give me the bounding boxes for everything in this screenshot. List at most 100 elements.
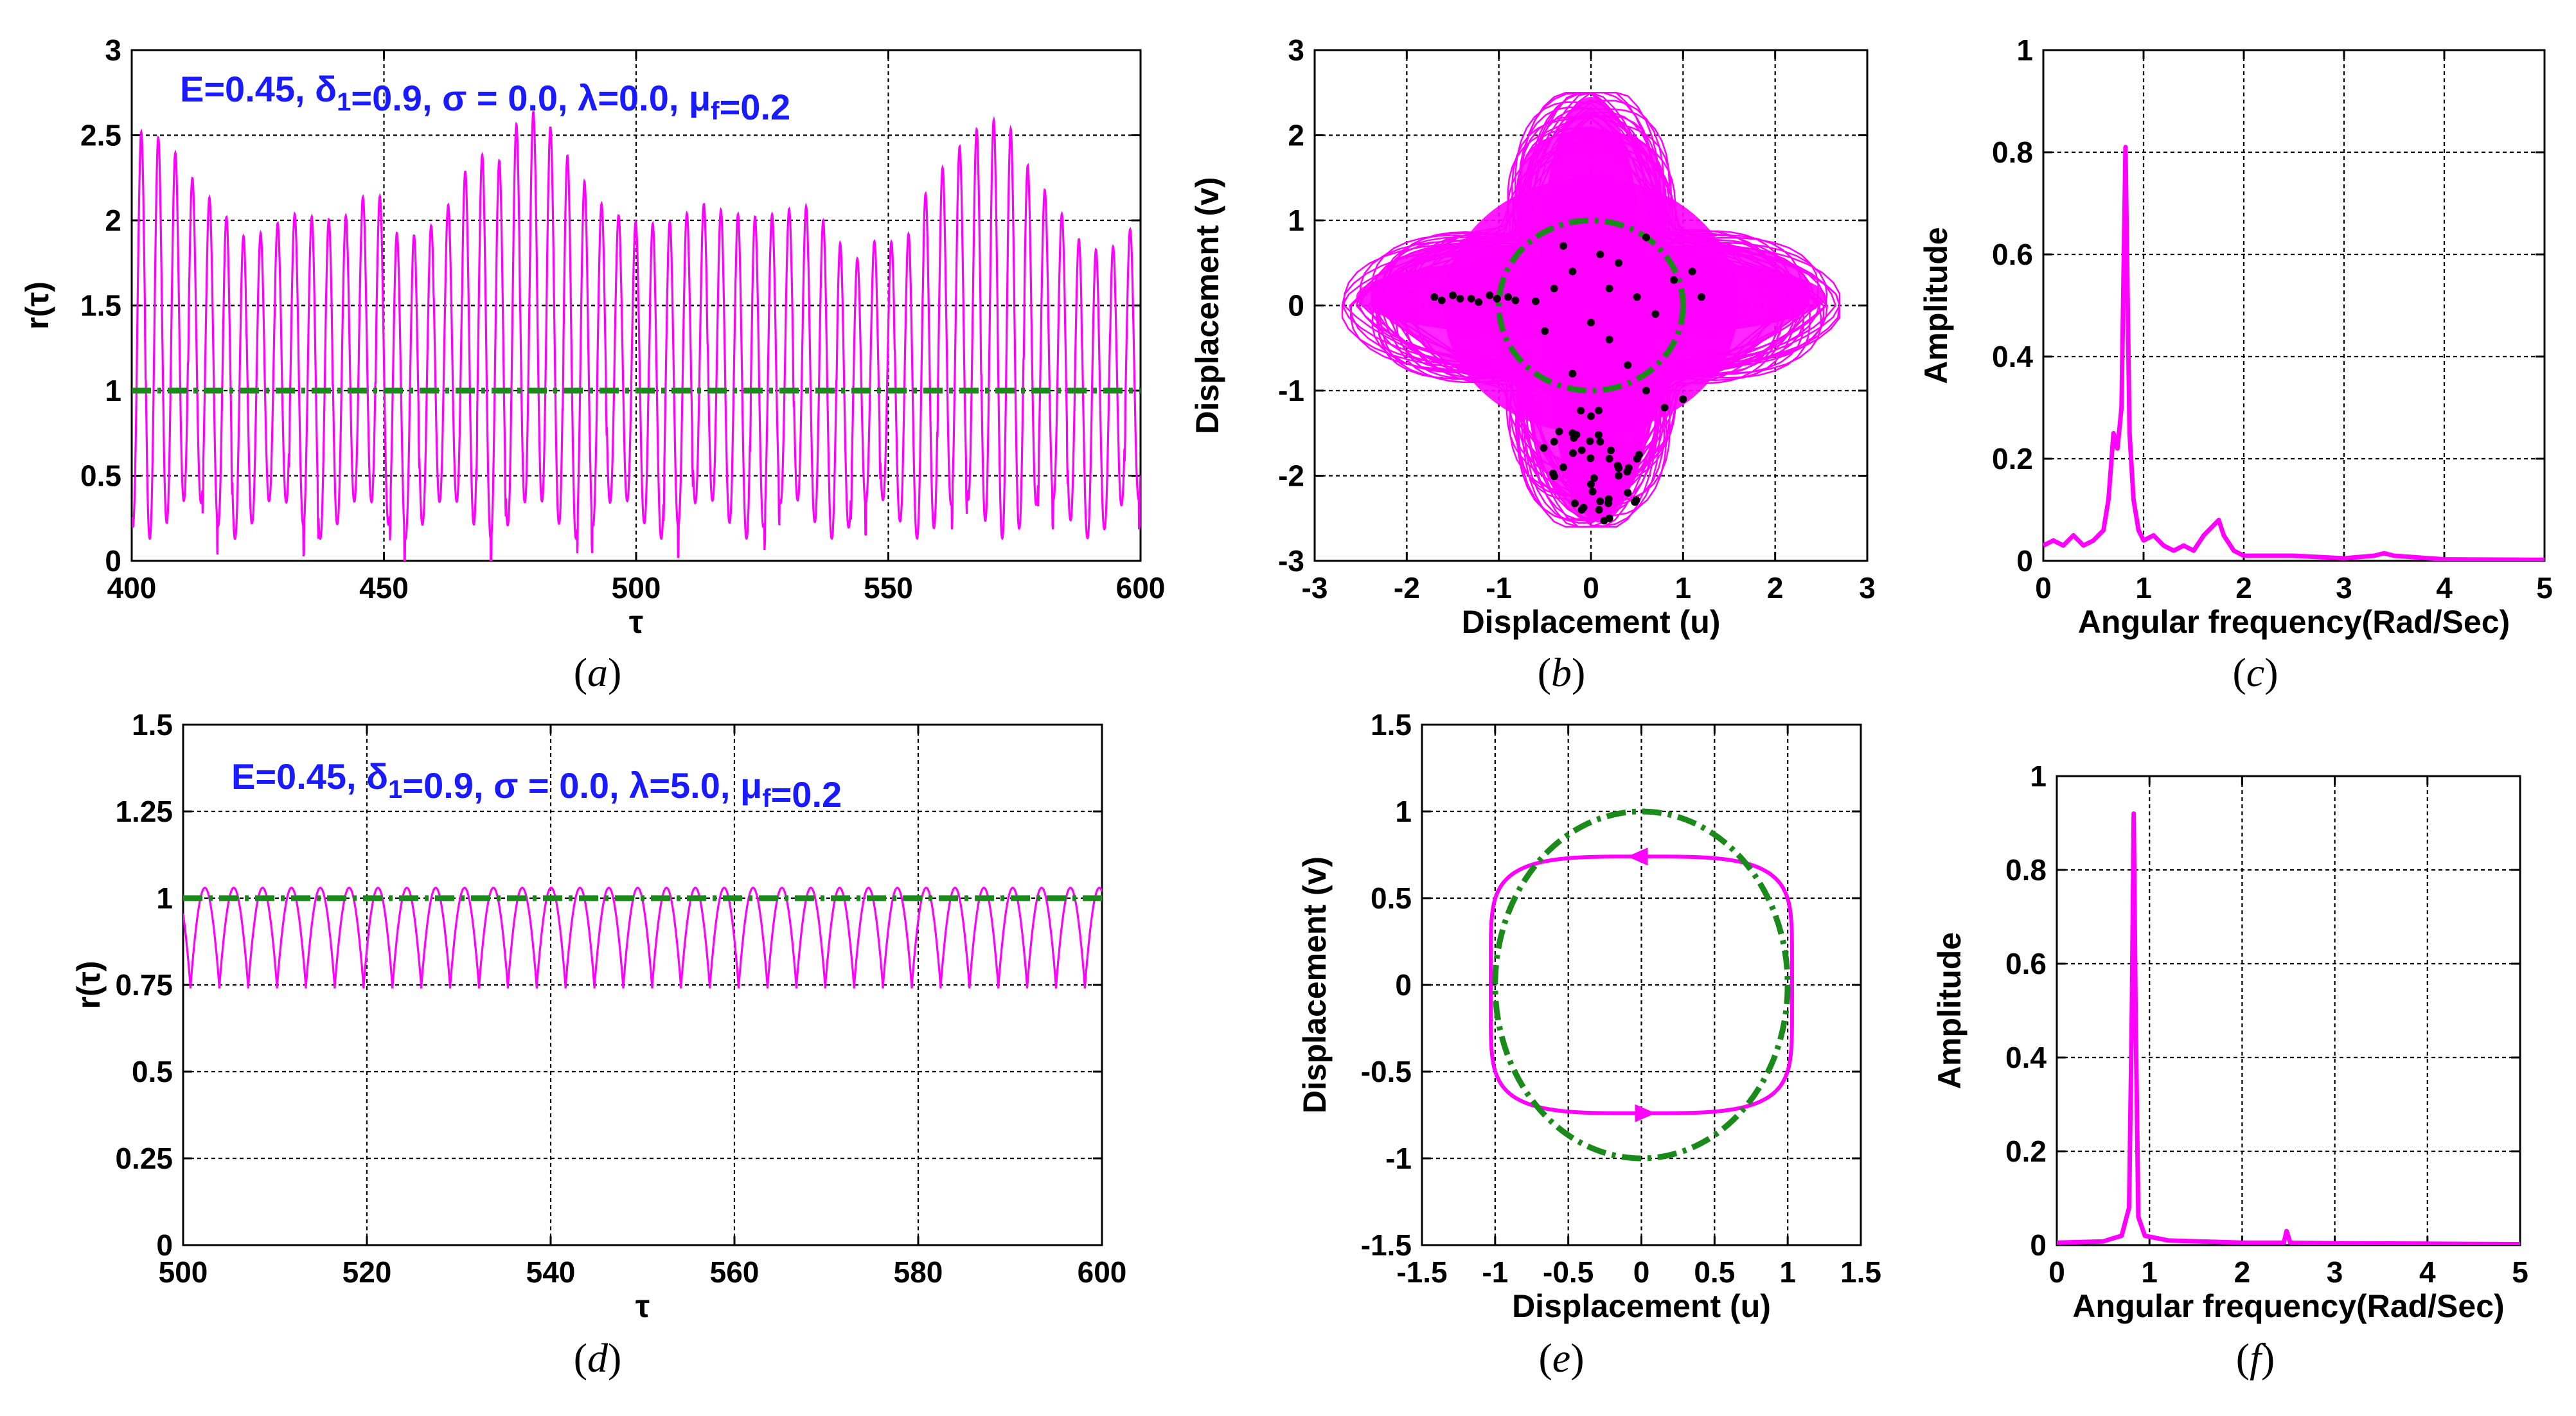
- annotation-text: λ: [578, 78, 598, 118]
- y-tick-label: 1: [2030, 759, 2047, 793]
- chart-e: -1.5 -1 -0.5 0 0.5 1 1.5 -1.5 -1 -0.5 0 0.5 1 1.5 Disp…: [1297, 708, 1881, 1324]
- x-tick-label: 0.5: [1694, 1255, 1735, 1289]
- annotation-text: μ: [740, 765, 762, 806]
- paren: ): [608, 1335, 621, 1381]
- y-tick-label: 1.25: [115, 795, 173, 828]
- annotation-text: =0.0,: [598, 78, 689, 118]
- y-tick-label: 0: [1288, 289, 1304, 323]
- plot-frame: [2056, 775, 2521, 1246]
- panel-letter: c: [2246, 650, 2264, 695]
- y-tick-label: 2: [105, 204, 121, 237]
- y-axis-label: r(τ): [19, 281, 55, 330]
- paren: ): [2261, 1335, 2275, 1381]
- annotation-text: =0.9,: [402, 765, 493, 806]
- paren: (: [1538, 650, 1551, 695]
- x-tick-label: 2: [2235, 571, 2252, 605]
- x-tick-label: 560: [710, 1255, 759, 1289]
- paren: (: [2232, 650, 2246, 695]
- poincare-point: [1600, 517, 1608, 525]
- paren: (: [574, 650, 587, 695]
- x-tick-label: 500: [159, 1255, 208, 1289]
- poincare-point: [1540, 444, 1548, 452]
- x-tick-label: 1: [1779, 1255, 1796, 1289]
- x-tick-label: 4: [2436, 571, 2453, 605]
- x-axis-label: τ: [635, 1288, 650, 1324]
- parameter-annotation: E=0.45, δ1=0.9, σ = 0.0, λ=0.0, μf=0.2: [180, 69, 790, 127]
- x-axis-label: Displacement (u): [1512, 1288, 1771, 1324]
- y-tick-label: 0.5: [132, 1055, 173, 1088]
- poincare-point: [1642, 387, 1650, 394]
- y-tick-label: -3: [1278, 544, 1304, 578]
- poincare-point: [1587, 480, 1595, 488]
- y-tick-label: 0.75: [115, 968, 173, 1002]
- poincare-point: [1670, 276, 1678, 284]
- x-tick-label: 600: [1116, 571, 1166, 605]
- y-tick-label: 1: [2016, 33, 2033, 67]
- paren: ): [1570, 1335, 1584, 1381]
- poincare-point: [1631, 498, 1639, 506]
- panel-label-f: (f): [2236, 1335, 2275, 1381]
- y-tick-label: 0.6: [2005, 947, 2047, 980]
- poincare-point: [1568, 267, 1577, 276]
- poincare-point: [1642, 233, 1650, 242]
- x-tick-label: -0.5: [1543, 1255, 1594, 1289]
- x-tick-label: 500: [612, 571, 661, 605]
- y-tick-label: 2.5: [80, 119, 121, 152]
- poincare-point: [1493, 294, 1501, 303]
- chart-a: 400 450 500 550 600 0 0.5 1 1.5 2 2.5 3 τ r(τ) E=0.45,…: [19, 33, 1165, 640]
- y-tick-label: -1.5: [1361, 1228, 1412, 1262]
- x-tick-label: -3: [1302, 571, 1328, 605]
- poincare-point: [1624, 489, 1632, 497]
- x-axis-label: τ: [629, 604, 643, 640]
- poincare-point: [1541, 327, 1549, 335]
- poincare-point: [1633, 293, 1641, 301]
- x-axis-label: Angular frequency(Rad/Sec): [2078, 604, 2510, 640]
- poincare-point: [1559, 463, 1567, 472]
- poincare-point: [1511, 296, 1520, 305]
- poincare-point: [1449, 291, 1457, 299]
- y-tick-label: 0.2: [1992, 442, 2033, 475]
- annotation-text: δ: [315, 69, 337, 109]
- poincare-point: [1624, 361, 1632, 369]
- poincare-point: [1550, 438, 1558, 446]
- annotation-text: δ: [366, 756, 388, 797]
- poincare-point: [1568, 449, 1577, 457]
- panel-letter: e: [1552, 1335, 1570, 1381]
- poincare-point: [1467, 294, 1475, 303]
- annotation-text: =0.9,: [351, 78, 442, 118]
- panel-label-a: (a): [574, 650, 622, 695]
- annotation-text: = 0.0,: [466, 78, 578, 118]
- poincare-point: [1596, 497, 1604, 506]
- y-tick-label: 0: [1395, 968, 1412, 1002]
- y-tick-label: 1: [156, 881, 173, 915]
- x-tick-label: 0: [2048, 1255, 2065, 1289]
- x-tick-label: 5: [2536, 571, 2553, 605]
- poincare-point: [1550, 472, 1559, 481]
- trajectory-core: [1356, 256, 1826, 338]
- annotation-text: μ: [689, 78, 711, 118]
- poincare-point: [1586, 454, 1595, 463]
- poincare-point: [1550, 285, 1558, 292]
- poincare-point: [1504, 293, 1512, 301]
- series-r-tau: [132, 111, 1141, 561]
- poincare-point: [1698, 293, 1705, 301]
- poincare-point: [1475, 298, 1483, 306]
- plot-frame: [130, 49, 1142, 562]
- y-tick-label: -2: [1278, 459, 1304, 493]
- poincare-point: [1615, 472, 1622, 480]
- x-tick-label: 1: [2141, 1255, 2158, 1289]
- poincare-point: [1577, 446, 1586, 454]
- series-spectrum: [2057, 811, 2520, 1245]
- x-tick-label: 0: [1633, 1255, 1650, 1289]
- direction-arrow: [1627, 847, 1648, 866]
- poincare-point: [1486, 291, 1494, 299]
- poincare-point: [1624, 464, 1633, 472]
- x-tick-label: -1.5: [1396, 1255, 1447, 1289]
- y-axis-label: Displacement (v): [1189, 177, 1225, 434]
- x-tick-label: 3: [2336, 571, 2352, 605]
- x-tick-label: 4: [2419, 1255, 2436, 1289]
- poincare-point: [1660, 403, 1669, 412]
- y-tick-label: 0.8: [1992, 136, 2033, 169]
- x-tick-label: 450: [359, 571, 409, 605]
- y-tick-label: 0.4: [1992, 340, 2033, 373]
